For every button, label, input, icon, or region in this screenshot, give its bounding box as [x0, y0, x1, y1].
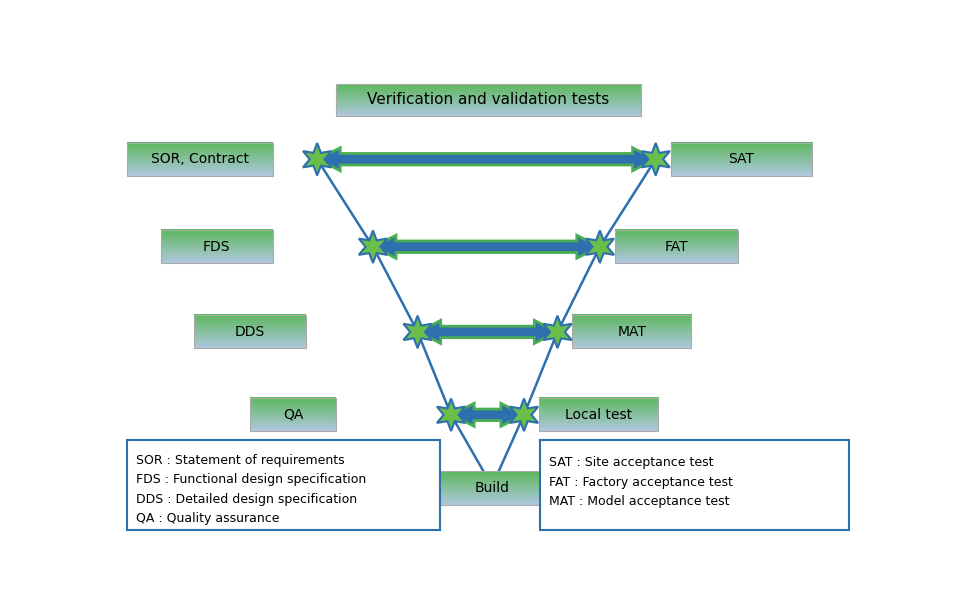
Polygon shape [403, 316, 432, 348]
Polygon shape [359, 230, 387, 263]
Bar [670, 143, 812, 176]
Text: FDS : Functional design specification: FDS : Functional design specification [136, 473, 367, 486]
Bar [194, 315, 306, 349]
Bar [539, 398, 658, 431]
Polygon shape [437, 398, 466, 431]
Text: FDS: FDS [203, 240, 230, 254]
Polygon shape [641, 143, 670, 175]
Text: SAT : Site acceptance test: SAT : Site acceptance test [549, 456, 714, 469]
Bar [161, 230, 273, 263]
Text: SOR : Statement of requirements: SOR : Statement of requirements [136, 454, 345, 467]
Bar [336, 84, 641, 115]
Polygon shape [543, 316, 571, 348]
Text: SAT: SAT [729, 152, 755, 166]
Polygon shape [318, 148, 655, 171]
Text: QA: QA [283, 408, 303, 422]
Bar [614, 230, 737, 263]
Polygon shape [419, 321, 557, 343]
Text: MAT: MAT [617, 325, 646, 339]
Bar [540, 440, 849, 530]
Text: DDS: DDS [235, 325, 265, 339]
Bar [425, 471, 559, 505]
Text: MAT : Model acceptance test: MAT : Model acceptance test [549, 495, 730, 508]
Text: Local test: Local test [564, 408, 632, 422]
Polygon shape [452, 403, 523, 426]
Text: DDS : Detailed design specification: DDS : Detailed design specification [136, 493, 357, 506]
Polygon shape [586, 230, 614, 263]
Text: SOR, Contract: SOR, Contract [151, 152, 249, 166]
Bar [572, 315, 691, 349]
Text: QA : Quality assurance: QA : Quality assurance [136, 512, 280, 525]
Polygon shape [510, 398, 539, 431]
Bar [251, 398, 336, 431]
Text: FAT : Factory acceptance test: FAT : Factory acceptance test [549, 475, 733, 489]
Polygon shape [303, 143, 331, 175]
Bar [128, 440, 440, 530]
Polygon shape [373, 235, 599, 258]
Text: Verification and validation tests: Verification and validation tests [367, 92, 610, 108]
Text: Build: Build [474, 481, 510, 495]
Bar [128, 143, 273, 176]
Text: FAT: FAT [664, 240, 688, 254]
